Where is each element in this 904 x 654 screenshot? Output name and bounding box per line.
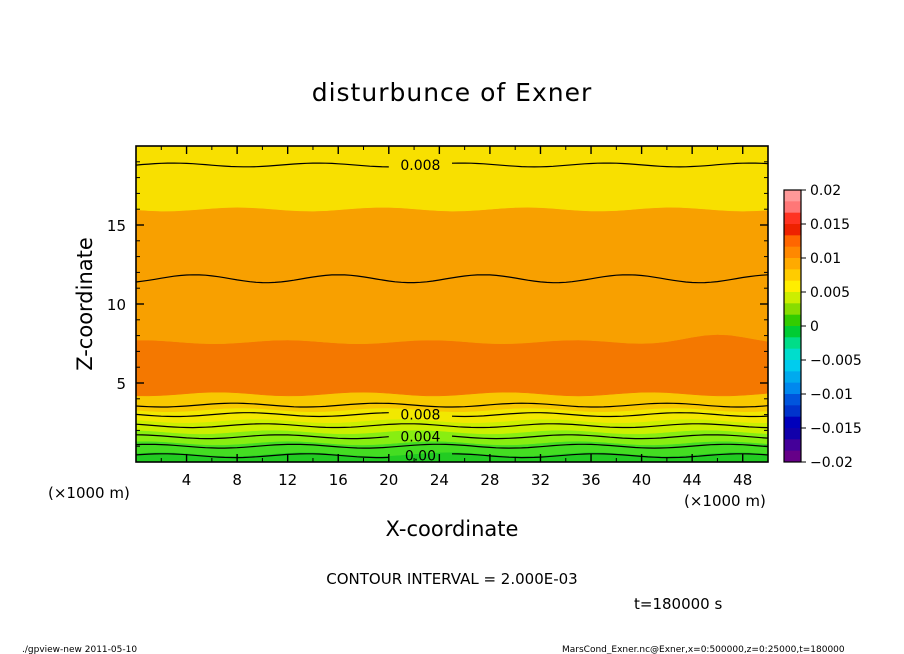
x-tick-label-20: 20 [379,471,398,489]
colorbar-swatch-18 [784,382,801,395]
colorbar: 0.02 0.015 0.01 0.005 0 −0.005 −0.01 −0.015 −0.0… [783,183,862,471]
colorbar-swatch-7 [784,258,801,270]
contour-interval-text: CONTOUR INTERVAL = 2.000E-03 [326,570,577,588]
y-axis-unit-label: (×1000 m) [48,484,130,502]
x-tick-label-44: 44 [683,471,702,489]
colorbar-swatch-10 [784,292,801,304]
x-tick-label-48: 48 [733,471,752,489]
x-tick-label-40: 40 [632,471,651,489]
chart-title: disturbunce of Exner [312,78,593,107]
contour-line-1 [135,453,769,459]
colorbar-tick-label: −0.005 [810,353,862,369]
contour-band-9 [135,145,769,212]
colorbar-swatch-4 [784,224,801,236]
contour-band-8 [135,207,769,345]
colorbar-swatch-2 [784,201,801,214]
colorbar-swatch-6 [784,246,801,259]
contour-label-3: 0.004 [400,430,440,446]
x-tick-label-8: 8 [232,471,242,489]
x-tick-label-28: 28 [480,471,499,489]
x-axis-unit-label: (×1000 m) [684,492,766,510]
footer-right: MarsCond_Exner.nc@Exner,x=0:500000,z=0:2… [562,645,845,654]
colorbar-swatch-11 [784,303,801,316]
colorbar-swatch-24 [784,450,801,463]
contour-label-5: 0.008 [400,408,440,424]
colorbar-tick-label: 0 [810,319,819,335]
time-label: t=180000 s [634,595,722,613]
contour-line-3 [135,434,769,440]
y-axis-label: Z-coordinate [73,237,97,371]
contour-line-2 [135,443,769,449]
colorbar-swatch-15 [784,348,801,361]
x-tick-label-16: 16 [329,471,348,489]
colorbar-tick-label: −0.01 [810,387,853,403]
colorbar-swatch-17 [784,371,801,384]
contour-line-6 [135,402,769,408]
x-tick-label-32: 32 [531,471,550,489]
colorbar-swatch-21 [784,416,801,429]
contour-label-1: 0.00 [405,449,436,465]
colorbar-swatch-12 [784,314,801,327]
colorbar-swatch-14 [784,337,801,350]
colorbar-tick-label: 0.015 [810,217,850,233]
colorbar-tick-label: −0.015 [810,421,862,437]
x-tick-label-4: 4 [182,471,192,489]
colorbar-swatch-5 [784,235,801,248]
contour-label-8: 0.008 [400,158,440,174]
footer-left: ./gpview-new 2011-05-10 [22,645,137,654]
colorbar-tick-label: 0.005 [810,285,850,301]
x-axis-label: X-coordinate [386,517,519,541]
colorbar-swatch-8 [784,269,801,282]
x-tick-label-36: 36 [581,471,600,489]
contour-line-5 [135,412,769,418]
colorbar-swatch-13 [784,326,801,338]
y-tick-label-5: 5 [116,375,126,393]
colorbar-tick-label: 0.01 [810,251,841,267]
y-tick-label-10: 10 [107,296,126,314]
colorbar-swatch-20 [784,405,801,418]
colorbar-swatch-23 [784,439,801,452]
contour-line-7 [135,274,769,284]
colorbar-tick-label: −0.02 [810,455,853,471]
contour-line-8 [135,162,769,168]
contour-line-4 [135,423,769,429]
colorbar-swatch-22 [784,428,801,440]
colorbar-swatch-9 [784,280,801,293]
contour-band-7 [135,334,769,397]
x-tick-label-12: 12 [278,471,297,489]
y-tick-label-15: 15 [107,217,126,235]
plot-area: 0.00 0.004 0.008 0.008 [135,145,769,465]
colorbar-swatch-19 [784,394,801,406]
colorbar-swatch-3 [784,212,801,225]
colorbar-tick-label: 0.02 [810,183,841,199]
x-tick-label-24: 24 [430,471,449,489]
colorbar-swatch-16 [784,360,801,372]
colorbar-swatch-1 [784,190,801,202]
